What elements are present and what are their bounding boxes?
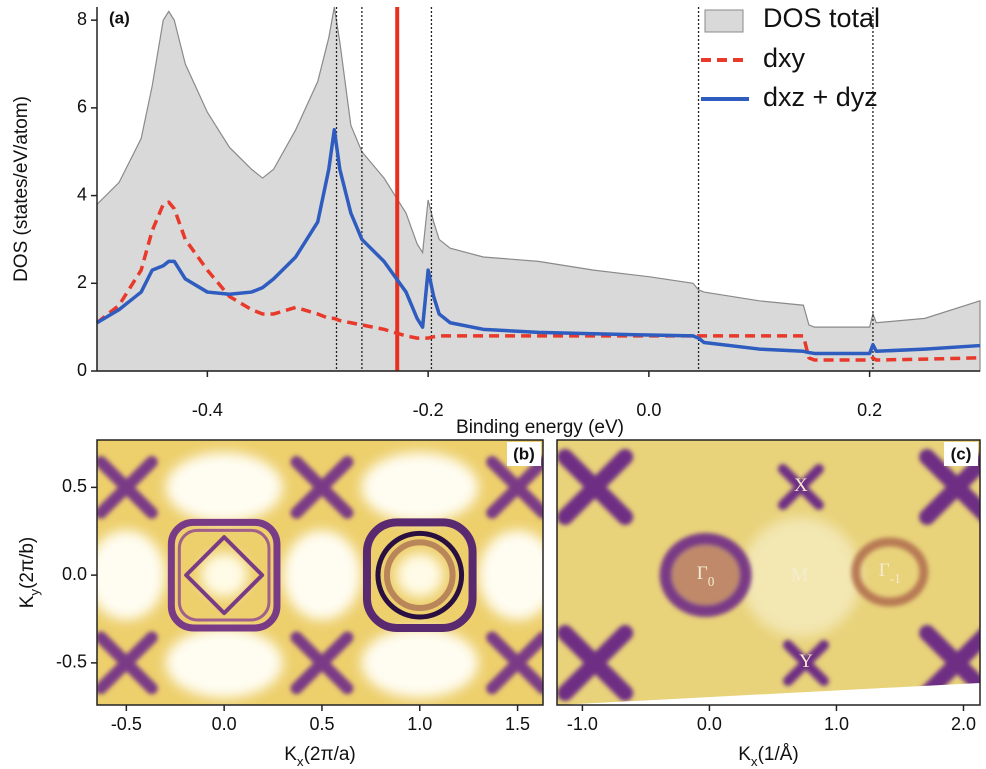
ring <box>375 530 465 620</box>
y-tick-label: 6 <box>77 97 87 117</box>
x-tick-label: -0.4 <box>192 400 223 420</box>
cross-feature <box>782 640 829 686</box>
plot-frame <box>96 439 544 706</box>
ring <box>383 539 456 611</box>
y-tick-label: 0.5 <box>62 476 87 496</box>
label-part: Y <box>799 651 813 672</box>
bright-region <box>165 627 283 698</box>
bright-region <box>396 553 444 598</box>
cross-feature <box>290 455 354 519</box>
x-tick-label: 0.5 <box>309 714 334 734</box>
ring <box>177 528 271 622</box>
label-part: Γ <box>879 560 890 581</box>
y-tick-label: 0.0 <box>62 564 87 584</box>
x-tick-label: 1.0 <box>407 714 432 734</box>
subscript: y <box>27 589 42 596</box>
annotation: M <box>791 565 808 586</box>
x-tick-label: -1.0 <box>567 714 598 734</box>
legend-label: DOS total <box>763 3 880 33</box>
label-part: K <box>284 744 297 765</box>
bright-region <box>361 627 479 698</box>
bright-region <box>97 530 166 621</box>
legend-swatch <box>704 9 744 33</box>
subscript: 0 <box>708 574 715 589</box>
annotation: Γ-1 <box>879 560 901 585</box>
label-part: (2π/a) <box>304 744 356 765</box>
label-part: K <box>17 595 38 608</box>
label-part: (1/Å) <box>758 744 799 765</box>
x-axis-label: Kx(1/Å) <box>738 744 799 769</box>
panel-label: (b) <box>513 444 535 463</box>
ring <box>851 537 929 607</box>
cross-feature <box>97 631 158 695</box>
ring <box>167 518 281 632</box>
bright-region <box>740 517 861 637</box>
label-part: (2π/b) <box>17 537 38 589</box>
heatmap <box>97 440 543 705</box>
legend-label: dxy <box>763 43 806 73</box>
x-axis-label: Binding energy (eV) <box>456 417 624 438</box>
label-part: M <box>791 565 808 586</box>
y-axis-label: DOS (states/eV/atom) <box>11 96 32 282</box>
y-tick-label: 2 <box>77 272 87 292</box>
x-tick-label: 0.0 <box>697 714 722 734</box>
bright-region <box>200 553 248 598</box>
x-tick-label: 2.0 <box>951 714 976 734</box>
x-axis-label: Kx(2π/a) <box>284 744 356 769</box>
x-tick-label: 1.5 <box>505 714 530 734</box>
cross-feature <box>290 631 354 695</box>
line <box>96 128 981 356</box>
y-tick-label: 4 <box>77 184 87 204</box>
subscript: x <box>751 754 758 769</box>
x-tick-label: -0.2 <box>413 400 444 420</box>
subscript: -1 <box>890 571 901 586</box>
plot-frame <box>556 439 981 706</box>
y-axis-label: Ky(2π/b) <box>17 537 42 609</box>
bright-region <box>361 452 479 523</box>
bright-region <box>165 452 283 523</box>
bright-region <box>282 530 362 621</box>
legend-label: dxz + dyz <box>763 82 878 112</box>
x-tick-label: 0.0 <box>636 400 661 420</box>
x-tick-label: 0.2 <box>857 400 882 420</box>
bright-region <box>478 530 543 621</box>
cross-feature <box>97 455 158 519</box>
line <box>95 200 981 362</box>
cross-feature <box>557 625 634 701</box>
heatmap <box>557 440 980 705</box>
panel-label: (a) <box>109 8 130 27</box>
label-part: X <box>794 475 808 496</box>
panel-label-bg <box>507 442 541 466</box>
x-tick-label: 0.0 <box>212 714 237 734</box>
ring <box>184 535 265 616</box>
annotation: X <box>794 475 808 496</box>
cross-feature <box>486 455 543 519</box>
area <box>96 6 981 372</box>
annotation: Γ0 <box>697 563 715 588</box>
panel-label: (c) <box>951 444 972 463</box>
y-tick-label: 0 <box>77 360 87 380</box>
masked-region <box>557 683 980 705</box>
x-tick-label: 1.0 <box>824 714 849 734</box>
label-part: K <box>738 744 751 765</box>
cross-feature <box>919 449 980 525</box>
panel-label-bg <box>944 442 978 466</box>
cross-feature <box>486 631 543 695</box>
cross-feature <box>919 625 980 701</box>
annotation: Y <box>799 651 813 672</box>
y-tick-label: -0.5 <box>56 652 87 672</box>
y-tick-label: 8 <box>77 9 87 29</box>
ring <box>659 533 752 617</box>
cross-feature <box>557 449 634 525</box>
ring <box>362 518 477 632</box>
subscript: x <box>297 754 304 769</box>
cross-feature <box>777 464 824 510</box>
x-tick-label: -0.5 <box>111 714 142 734</box>
label-part: Γ <box>697 563 708 584</box>
